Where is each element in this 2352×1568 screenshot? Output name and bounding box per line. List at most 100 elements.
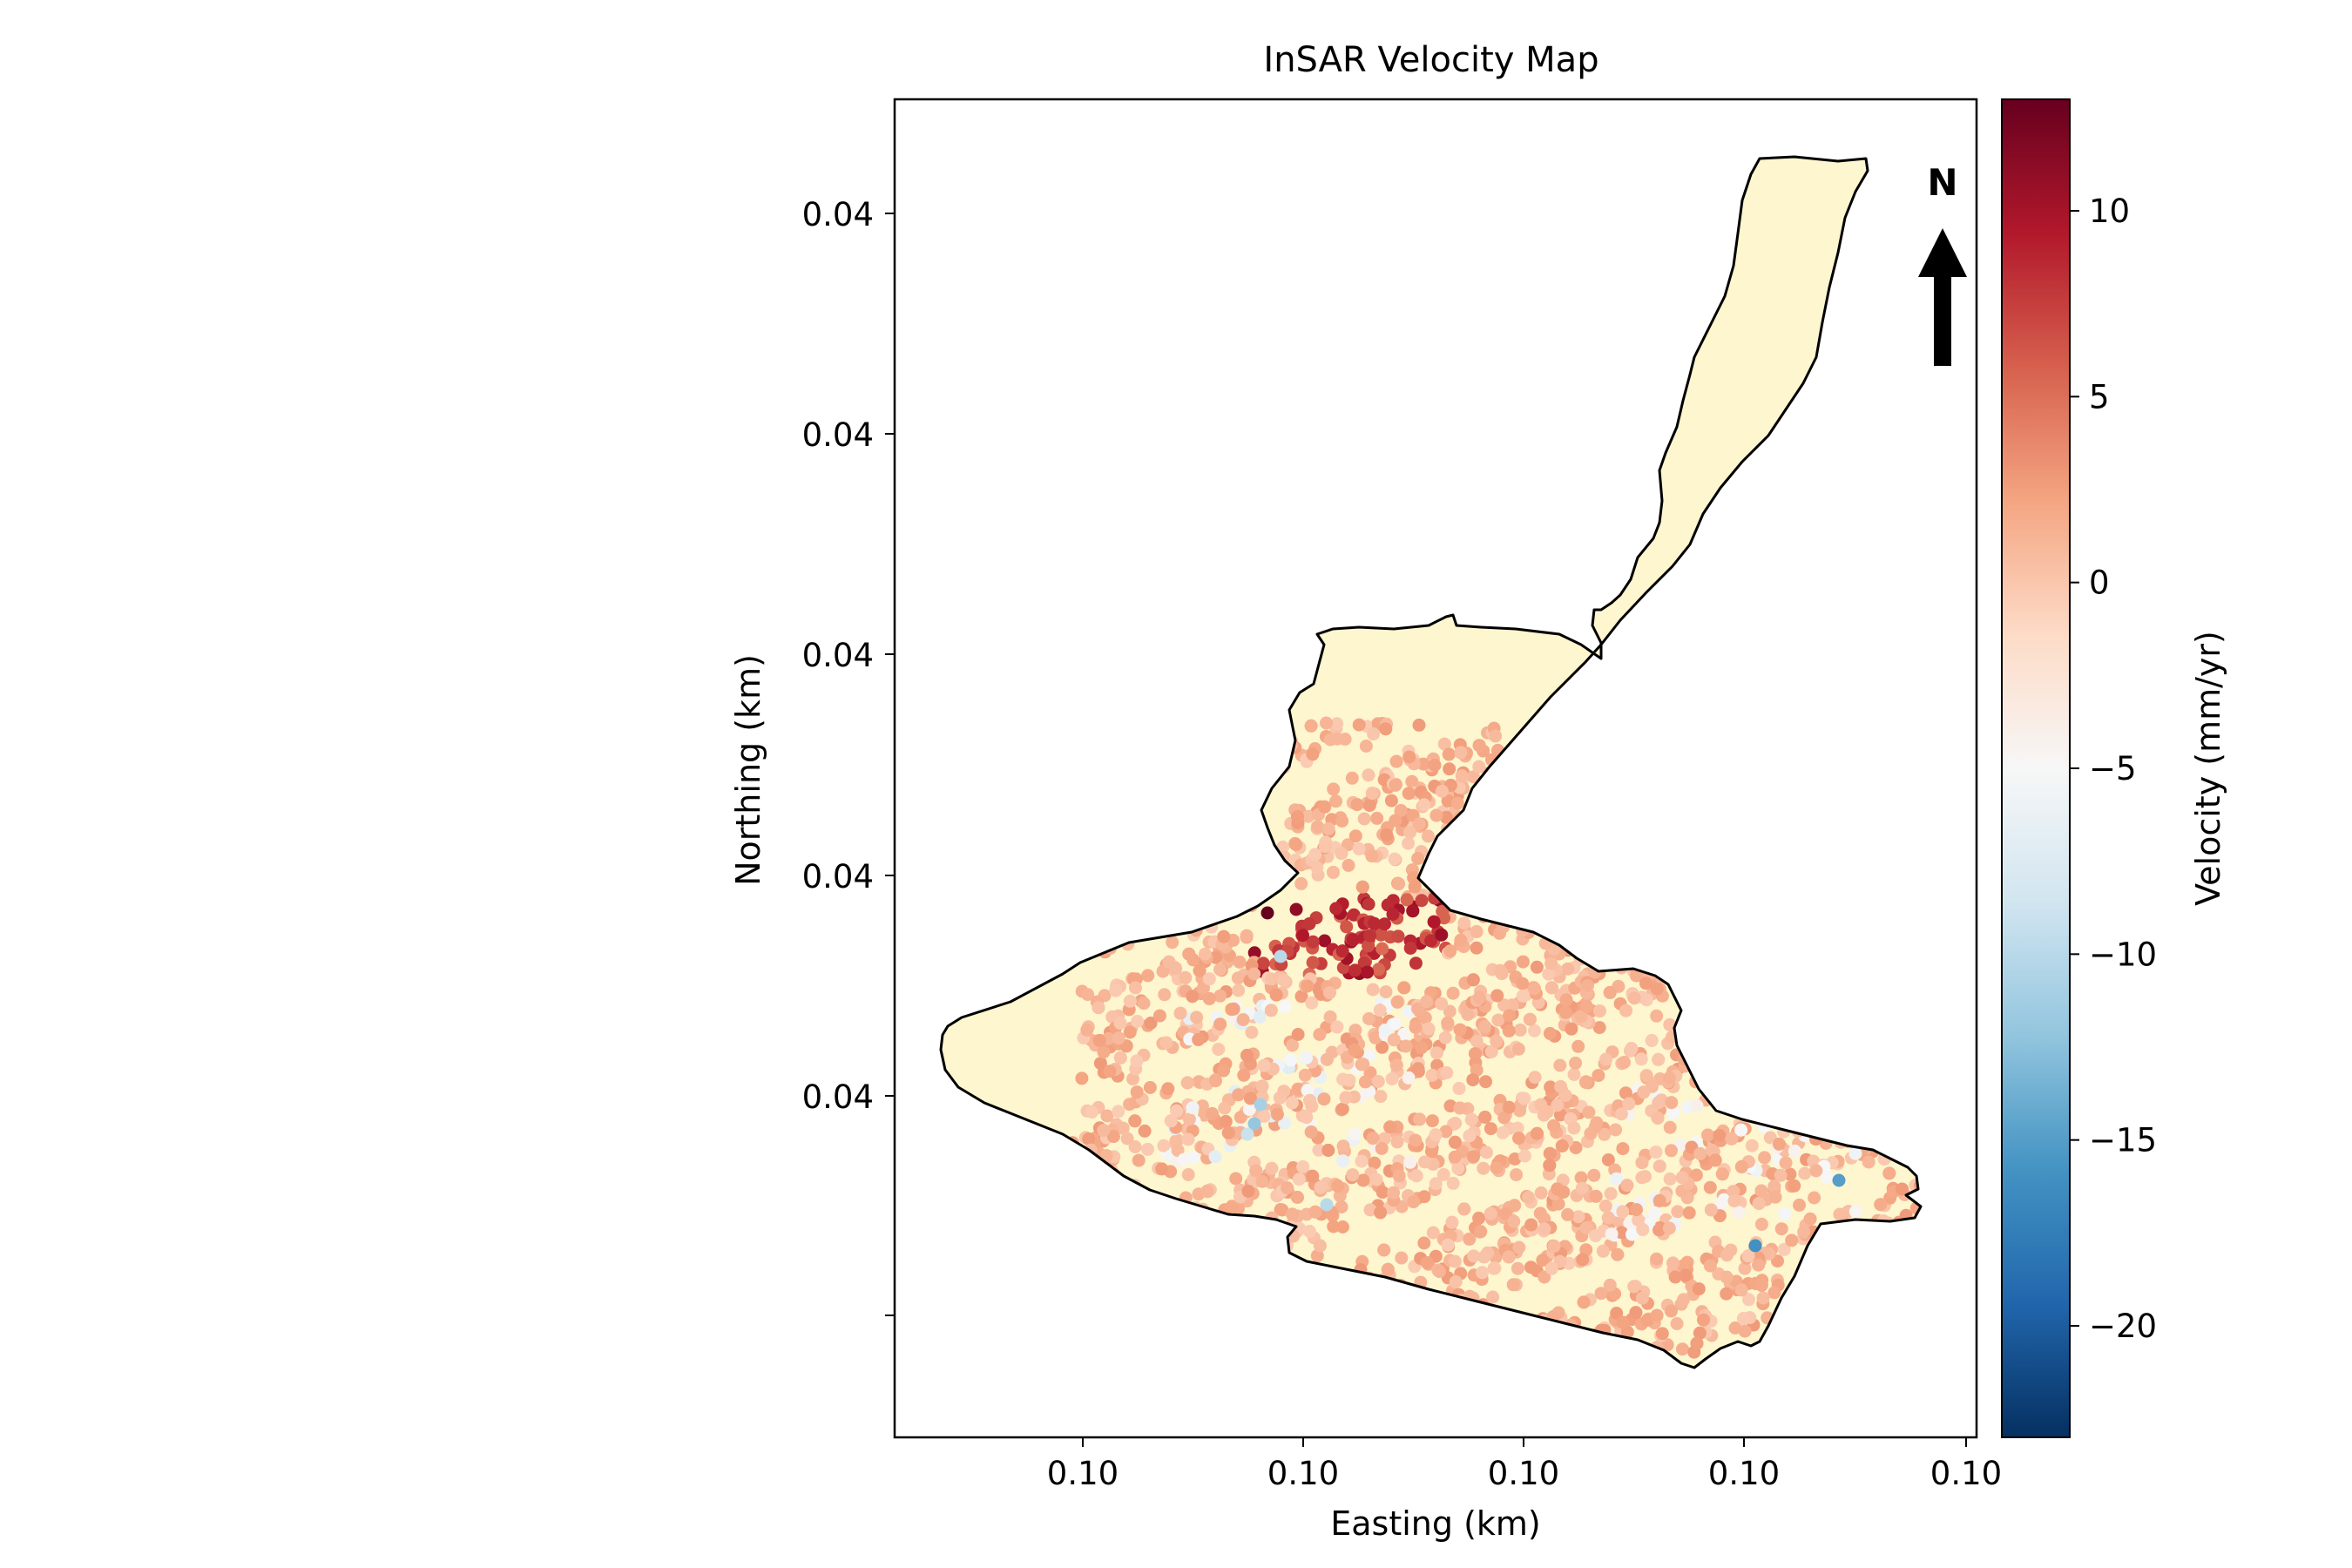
- insar-point: [1206, 1106, 1220, 1120]
- insar-point: [1660, 1338, 1674, 1352]
- insar-point: [1377, 1243, 1391, 1257]
- insar-point: [1368, 1156, 1382, 1170]
- insar-point: [1522, 1190, 1535, 1204]
- insar-point: [1703, 1259, 1717, 1273]
- insar-point: [1587, 1168, 1601, 1182]
- insar-point: [1420, 1256, 1434, 1269]
- insar-point: [1728, 1321, 1742, 1335]
- insar-point: [1322, 986, 1336, 1000]
- insar-point: [1190, 1010, 1204, 1024]
- insar-point: [1389, 1058, 1403, 1072]
- insar-point: [1569, 1056, 1583, 1070]
- insar-point: [1208, 1150, 1222, 1164]
- insar-point: [1231, 971, 1245, 985]
- insar-point: [1274, 1203, 1288, 1216]
- insar-point: [1577, 1295, 1591, 1309]
- insar-point: [1422, 1022, 1436, 1036]
- insar-point: [1109, 983, 1123, 997]
- insar-point: [1502, 1250, 1516, 1264]
- insar-point: [1491, 1013, 1505, 1027]
- insar-point: [1466, 1073, 1480, 1087]
- insar-point: [1601, 1153, 1615, 1166]
- insar-point: [1649, 1146, 1663, 1159]
- insar-point: [1584, 1126, 1598, 1140]
- insar-point: [1392, 1169, 1406, 1183]
- insar-point: [1470, 925, 1484, 938]
- insar-point: [1503, 1009, 1517, 1023]
- x-tick-label: 0.10: [1267, 1455, 1339, 1492]
- insar-point: [1387, 1033, 1401, 1047]
- insar-point: [1442, 747, 1456, 761]
- insar-point: [1365, 787, 1379, 801]
- insar-point: [1346, 933, 1360, 947]
- insar-point: [1415, 1041, 1429, 1055]
- insar-point: [1131, 1015, 1145, 1028]
- insar-point: [1467, 1249, 1481, 1263]
- insar-point: [1300, 1051, 1313, 1064]
- insar-point: [1402, 750, 1416, 764]
- insar-point: [1128, 1140, 1142, 1153]
- insar-point: [1443, 1004, 1456, 1018]
- insar-point: [1132, 1153, 1146, 1167]
- insar-point: [1348, 1043, 1362, 1057]
- insar-point: [1375, 1186, 1389, 1200]
- insar-point: [1247, 967, 1261, 981]
- insar-point: [1113, 1017, 1127, 1030]
- x-axis-label: Easting (km): [1330, 1504, 1541, 1543]
- insar-point: [1457, 1202, 1471, 1216]
- colorbar-tick-label: 5: [2089, 378, 2110, 416]
- insar-point: [1438, 1031, 1452, 1044]
- insar-point: [1355, 880, 1369, 894]
- insar-point: [1610, 1307, 1624, 1320]
- insar-point: [1380, 828, 1394, 841]
- insar-point: [1247, 946, 1261, 960]
- insar-point: [1748, 1239, 1762, 1253]
- insar-point: [1241, 1184, 1255, 1198]
- insar-point: [1580, 1000, 1594, 1014]
- insar-point: [1768, 1190, 1782, 1204]
- insar-point: [1574, 1010, 1588, 1024]
- insar-point: [1158, 988, 1172, 1002]
- insar-point: [1455, 769, 1469, 783]
- insar-point: [1313, 1028, 1327, 1041]
- insar-point: [1399, 1039, 1413, 1053]
- insar-point: [1362, 798, 1376, 812]
- insar-point: [1181, 1168, 1195, 1181]
- insar-point: [1391, 929, 1405, 943]
- insar-point: [1734, 1159, 1748, 1173]
- insar-point: [1080, 1023, 1094, 1037]
- insar-point: [1449, 1275, 1463, 1288]
- colorbar-tick-label: −5: [2089, 750, 2137, 787]
- insar-point: [1611, 1247, 1625, 1261]
- insar-point: [1277, 973, 1291, 987]
- insar-point: [1403, 942, 1417, 955]
- insar-point: [1571, 1210, 1585, 1224]
- insar-point: [1598, 1200, 1612, 1213]
- insar-point: [1166, 936, 1179, 950]
- insar-point: [1180, 1076, 1194, 1090]
- insar-point: [1435, 928, 1449, 942]
- insar-point: [1650, 1009, 1664, 1023]
- insar-point: [1543, 1146, 1557, 1160]
- insar-point: [1409, 1020, 1423, 1034]
- insar-point: [1338, 733, 1352, 746]
- insar-point: [1179, 970, 1193, 984]
- insar-point: [1610, 1172, 1623, 1186]
- insar-point: [1531, 1126, 1544, 1140]
- insar-point: [1715, 1167, 1729, 1181]
- insar-point: [1192, 1032, 1206, 1046]
- insar-point: [1619, 1086, 1632, 1100]
- insar-point: [1425, 1145, 1438, 1159]
- insar-point: [1477, 1250, 1491, 1264]
- insar-point: [1480, 1146, 1493, 1159]
- insar-point: [1754, 1278, 1768, 1292]
- insar-point: [1779, 1156, 1793, 1170]
- insar-point: [1407, 1195, 1421, 1209]
- insar-point: [1138, 1124, 1152, 1138]
- insar-point: [1330, 1020, 1344, 1034]
- insar-point: [1439, 1125, 1453, 1139]
- insar-point: [1403, 825, 1417, 839]
- insar-point: [1123, 994, 1137, 1008]
- insar-point: [1199, 947, 1212, 961]
- insar-point: [1270, 1107, 1284, 1121]
